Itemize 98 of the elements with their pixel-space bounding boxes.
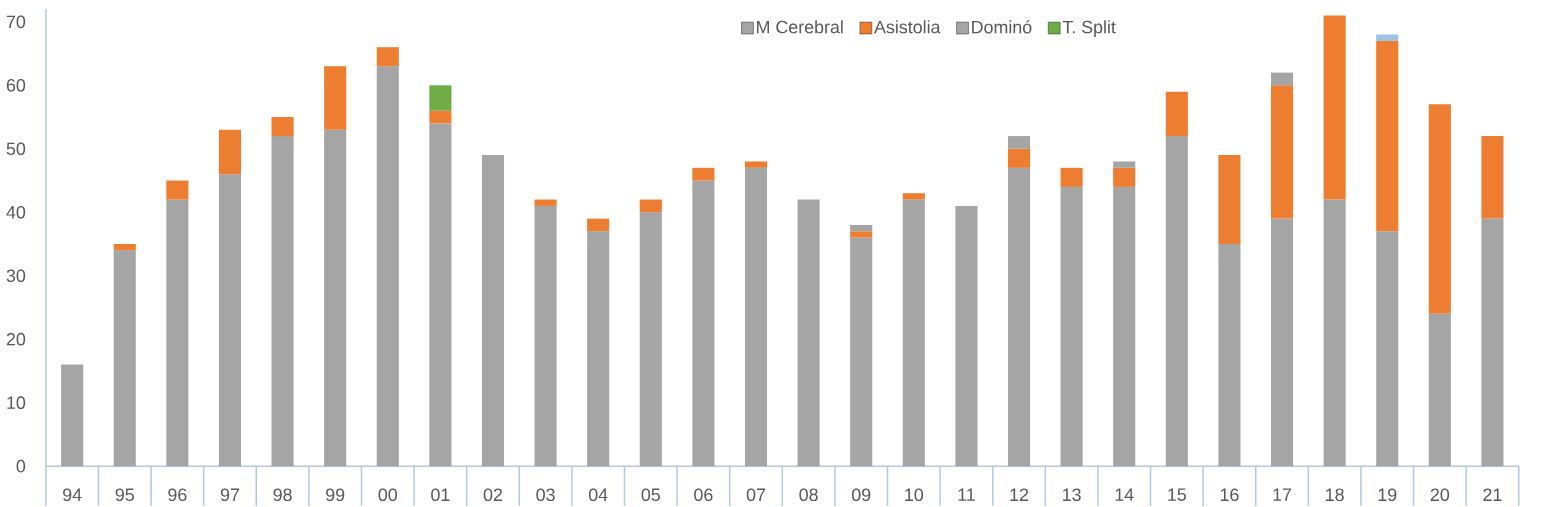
y-tick-label: 0 — [16, 459, 26, 473]
x-tick-label: 01 — [431, 488, 450, 502]
x-tick-label: 99 — [326, 488, 345, 502]
bar — [1007, 136, 1031, 149]
y-tick-label: 40 — [6, 205, 26, 219]
bar — [587, 231, 610, 467]
x-tick-label: 94 — [63, 488, 82, 502]
bar — [1428, 313, 1451, 467]
bar — [1007, 167, 1031, 467]
bar — [113, 250, 136, 467]
bar — [1481, 218, 1504, 467]
bar — [692, 167, 715, 181]
x-tick-label: 15 — [1168, 488, 1186, 501]
bar — [429, 110, 452, 124]
bar — [1376, 231, 1399, 467]
bar — [692, 180, 715, 467]
bar — [1428, 104, 1451, 314]
bar — [850, 237, 873, 467]
bar — [744, 161, 768, 168]
x-tick-label: 20 — [1430, 488, 1450, 502]
bar — [1323, 199, 1346, 467]
bar — [1323, 15, 1346, 200]
bar — [1376, 40, 1399, 232]
bar — [639, 199, 662, 213]
x-tick-label: 95 — [115, 488, 134, 502]
bar — [955, 205, 978, 467]
bar — [376, 47, 399, 67]
bar — [797, 199, 820, 467]
bar — [902, 193, 925, 200]
bar — [376, 66, 399, 467]
bar — [1113, 167, 1136, 187]
bar — [850, 231, 873, 238]
bar — [1376, 34, 1399, 41]
bar — [166, 199, 189, 467]
x-tick-label: 16 — [1220, 488, 1239, 502]
x-tick-label: 11 — [958, 488, 975, 501]
x-tick-label: 08 — [799, 488, 818, 502]
x-tick-label: 10 — [905, 488, 924, 502]
bar — [850, 224, 873, 232]
bar — [744, 167, 768, 467]
x-tick-label: 03 — [536, 488, 555, 502]
legend-label: Asistolia — [874, 20, 941, 34]
bar — [218, 129, 242, 175]
x-tick-label: 09 — [851, 488, 871, 502]
y-tick-label: 20 — [6, 332, 26, 346]
x-tick-label: 96 — [168, 488, 187, 502]
x-tick-label: 17 — [1273, 488, 1292, 501]
bar — [534, 205, 557, 467]
x-tick-label: 02 — [483, 488, 503, 502]
x-tick-label: 12 — [1010, 488, 1029, 501]
bar — [639, 212, 662, 467]
x-tick-label: 19 — [1378, 488, 1397, 502]
bar — [1007, 148, 1031, 168]
bar — [1165, 91, 1188, 137]
legend-label: M Cerebral — [757, 20, 843, 34]
bar — [1481, 136, 1504, 219]
bar — [324, 66, 347, 130]
y-tick-label: 10 — [7, 396, 26, 409]
bar — [1270, 72, 1294, 86]
bar — [324, 129, 347, 467]
bar — [113, 243, 136, 251]
bar — [271, 136, 294, 467]
bar — [271, 117, 294, 137]
bar — [1165, 136, 1188, 467]
bar — [1218, 155, 1241, 244]
x-tick-label: 18 — [1326, 488, 1344, 502]
bar — [1218, 243, 1241, 467]
x-tick-label: 04 — [588, 488, 608, 502]
legend-label: T. Split — [1062, 20, 1116, 37]
x-tick-label: 97 — [220, 488, 239, 502]
bar — [1060, 186, 1083, 467]
y-tick-label: 50 — [6, 142, 26, 156]
bar — [1270, 218, 1294, 467]
bar — [1113, 161, 1136, 168]
bar — [1270, 85, 1294, 219]
y-tick-label: 70 — [6, 15, 26, 29]
x-tick-label: 00 — [378, 488, 398, 502]
y-tick-label: 60 — [6, 78, 26, 92]
bar — [481, 155, 505, 467]
bar — [166, 180, 189, 200]
x-tick-label: 13 — [1063, 488, 1081, 502]
bar — [534, 199, 557, 206]
x-tick-label: 05 — [641, 488, 660, 502]
y-tick-label: 30 — [6, 269, 26, 283]
x-tick-label: 98 — [273, 488, 292, 502]
bar — [1113, 186, 1136, 467]
bar — [587, 218, 610, 232]
bar — [1060, 167, 1083, 187]
bar — [429, 123, 452, 467]
x-tick-label: 06 — [694, 488, 713, 502]
bar — [61, 364, 84, 467]
x-tick-label: 07 — [746, 488, 766, 502]
legend-label: Dominó — [972, 20, 1032, 34]
bar — [902, 199, 925, 467]
bar — [429, 85, 452, 111]
x-tick-label: 14 — [1115, 488, 1134, 501]
x-tick-label: 21 — [1483, 488, 1502, 501]
bar — [218, 174, 242, 467]
